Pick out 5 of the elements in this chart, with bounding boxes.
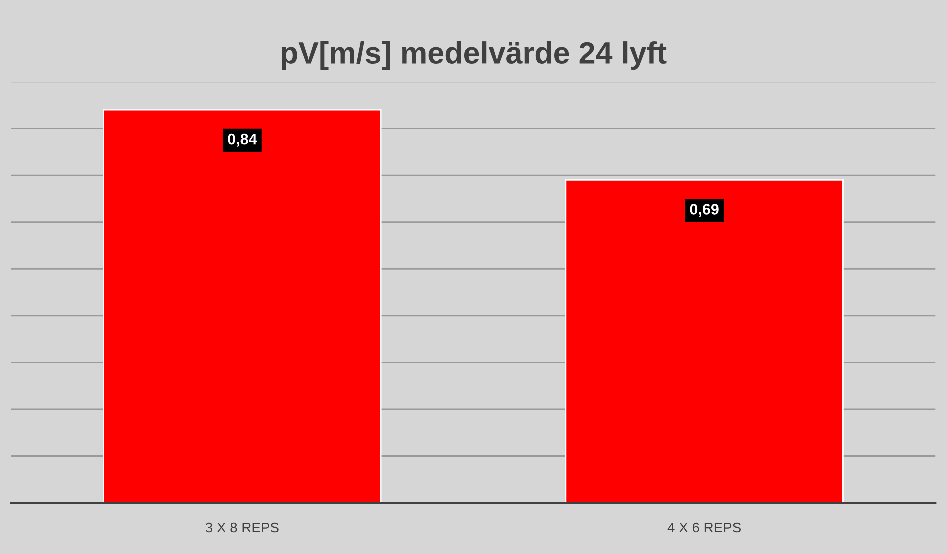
x-tick-label: 4 X 6 REPS xyxy=(668,522,741,533)
chart-title: pV[m/s] medelvärde 24 lyft xyxy=(282,42,667,70)
x-tick-label: 3 X 8 REPS xyxy=(206,522,279,533)
data-label: 0,69 xyxy=(690,204,719,218)
data-label: 0,84 xyxy=(228,134,258,147)
